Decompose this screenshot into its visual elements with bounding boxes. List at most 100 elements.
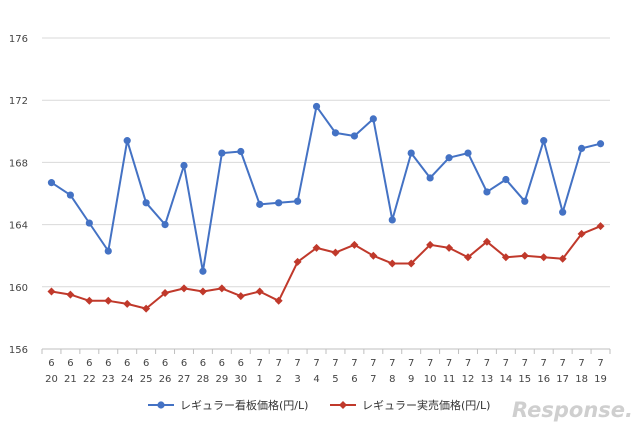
x-tick-day-label: 28 bbox=[197, 374, 210, 385]
data-point bbox=[312, 243, 321, 252]
data-point bbox=[217, 284, 226, 293]
x-tick-day-label: 27 bbox=[178, 374, 191, 385]
data-point bbox=[331, 248, 340, 257]
y-tick-label: 160 bbox=[9, 283, 28, 294]
data-point bbox=[142, 304, 151, 313]
data-point bbox=[274, 296, 283, 305]
data-point bbox=[161, 221, 169, 229]
data-point bbox=[47, 287, 56, 296]
x-tick-month-label: 6 bbox=[181, 358, 187, 369]
legend-label-1: レギュラー看板価格(円/L) bbox=[180, 398, 308, 412]
x-tick-month-label: 7 bbox=[578, 358, 584, 369]
x-tick-day-label: 29 bbox=[215, 374, 228, 385]
data-point bbox=[66, 191, 74, 199]
legend: レギュラー看板価格(円/L) レギュラー実売価格(円/L) bbox=[148, 398, 490, 412]
x-tick-day-label: 16 bbox=[537, 374, 550, 385]
x-axis: 6206216226236246256266276286296307172737… bbox=[41, 348, 611, 385]
x-tick-day-label: 19 bbox=[594, 374, 607, 385]
x-tick-month-label: 7 bbox=[294, 358, 300, 369]
series-line-1 bbox=[50, 105, 601, 273]
plot-area bbox=[47, 102, 605, 313]
x-tick-day-label: 30 bbox=[234, 374, 247, 385]
data-point bbox=[350, 240, 359, 249]
x-tick-month-label: 7 bbox=[597, 358, 603, 369]
data-point bbox=[104, 247, 112, 255]
x-tick-month-label: 6 bbox=[86, 358, 92, 369]
x-tick-month-label: 7 bbox=[541, 358, 547, 369]
watermark-logo: Response. bbox=[512, 398, 633, 422]
data-point bbox=[407, 259, 416, 268]
legend-label-2: レギュラー実売価格(円/L) bbox=[362, 398, 490, 412]
y-tick-label: 164 bbox=[9, 221, 28, 232]
x-tick-month-label: 7 bbox=[465, 358, 471, 369]
x-tick-day-label: 21 bbox=[64, 374, 77, 385]
x-tick-month-label: 7 bbox=[427, 358, 433, 369]
x-tick-day-label: 11 bbox=[443, 374, 456, 385]
data-point bbox=[426, 240, 435, 249]
legend-marker-diamond bbox=[339, 401, 347, 409]
data-point bbox=[255, 287, 264, 296]
data-point bbox=[426, 174, 434, 182]
data-point bbox=[521, 197, 529, 205]
data-point bbox=[388, 216, 396, 224]
data-point bbox=[331, 129, 340, 137]
data-point bbox=[577, 229, 586, 238]
data-point bbox=[520, 251, 529, 260]
data-point bbox=[85, 219, 93, 227]
y-tick-label: 168 bbox=[9, 158, 28, 169]
x-tick-day-label: 7 bbox=[370, 374, 376, 385]
data-point bbox=[198, 287, 207, 296]
x-tick-month-label: 7 bbox=[503, 358, 509, 369]
data-point bbox=[180, 161, 188, 170]
data-point bbox=[294, 197, 302, 205]
data-point bbox=[47, 179, 56, 187]
data-point bbox=[142, 199, 150, 207]
x-tick-day-label: 4 bbox=[313, 374, 319, 385]
data-point bbox=[483, 188, 491, 196]
x-tick-day-label: 5 bbox=[332, 374, 338, 385]
data-point bbox=[180, 284, 188, 293]
x-tick-month-label: 7 bbox=[275, 358, 281, 369]
x-tick-day-label: 12 bbox=[462, 374, 475, 385]
data-point bbox=[558, 254, 567, 263]
x-tick-month-label: 7 bbox=[370, 358, 376, 369]
data-point bbox=[445, 243, 454, 252]
x-tick-day-label: 25 bbox=[140, 374, 153, 385]
x-tick-month-label: 7 bbox=[351, 358, 357, 369]
data-point bbox=[275, 199, 283, 207]
x-tick-day-label: 20 bbox=[45, 374, 58, 385]
x-tick-month-label: 7 bbox=[484, 358, 490, 369]
x-tick-month-label: 7 bbox=[389, 358, 395, 369]
data-point bbox=[85, 296, 94, 305]
x-tick-day-label: 17 bbox=[556, 374, 569, 385]
data-point bbox=[540, 137, 548, 145]
data-point bbox=[407, 149, 415, 157]
data-point bbox=[445, 154, 453, 162]
data-point bbox=[161, 289, 170, 298]
data-point bbox=[218, 149, 226, 157]
y-tick-label: 156 bbox=[9, 345, 28, 356]
x-tick-day-label: 23 bbox=[102, 374, 115, 385]
x-tick-month-label: 7 bbox=[332, 358, 338, 369]
x-tick-day-label: 1 bbox=[257, 374, 263, 385]
data-point bbox=[236, 292, 245, 301]
x-tick-month-label: 6 bbox=[200, 358, 206, 369]
x-tick-month-label: 6 bbox=[162, 358, 168, 369]
data-point bbox=[104, 296, 113, 305]
x-tick-day-label: 22 bbox=[83, 374, 96, 385]
data-point bbox=[596, 140, 605, 148]
data-point bbox=[464, 149, 472, 157]
data-point bbox=[482, 237, 491, 246]
data-point bbox=[199, 267, 207, 275]
data-point bbox=[578, 144, 586, 153]
x-tick-day-label: 18 bbox=[575, 374, 588, 385]
data-point bbox=[369, 115, 377, 123]
data-point bbox=[596, 222, 605, 231]
x-tick-month-label: 6 bbox=[219, 358, 225, 369]
data-point bbox=[256, 200, 264, 208]
x-tick-day-label: 15 bbox=[518, 374, 531, 385]
x-tick-day-label: 10 bbox=[424, 374, 437, 385]
x-tick-month-label: 6 bbox=[67, 358, 73, 369]
y-axis: 156 160 164 168 172 176 bbox=[9, 34, 28, 356]
